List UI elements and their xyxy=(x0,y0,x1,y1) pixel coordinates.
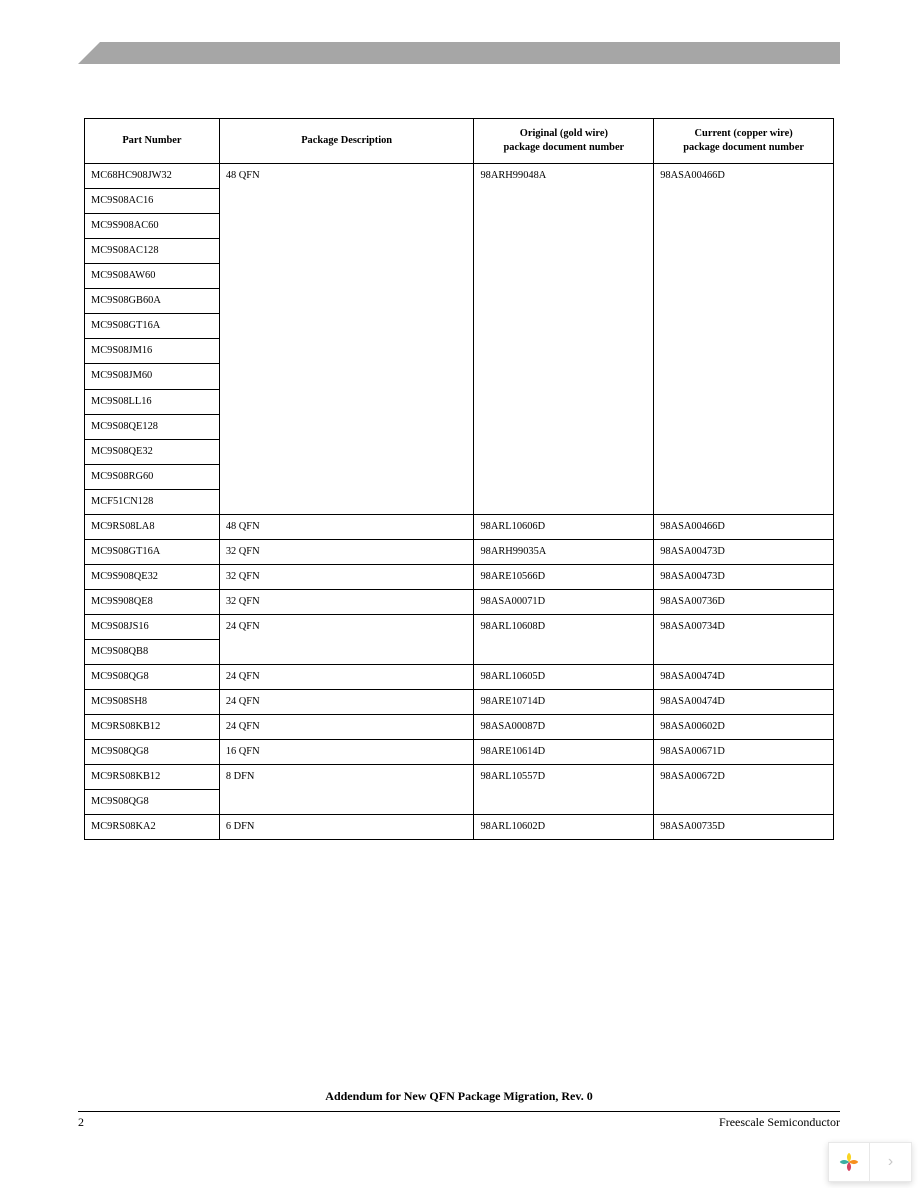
cell-part-number: MC9S08AW60 xyxy=(85,264,220,289)
cell-part-number: MC9S08SH8 xyxy=(85,690,220,715)
table-body: MC68HC908JW3248 QFN98ARH99048A98ASA00466… xyxy=(85,164,834,840)
cell-original-doc: 98ARL10606D xyxy=(474,514,654,539)
column-header: Original (gold wire)package document num… xyxy=(474,119,654,164)
table-header-row: Part NumberPackage DescriptionOriginal (… xyxy=(85,119,834,164)
cell-package-description: 48 QFN xyxy=(219,514,474,539)
cell-original-doc: 98ARE10614D xyxy=(474,740,654,765)
footer-company: Freescale Semiconductor xyxy=(719,1115,840,1130)
cell-part-number: MC9S908QE32 xyxy=(85,564,220,589)
table-row: MC9RS08KB1224 QFN98ASA00087D98ASA00602D xyxy=(85,715,834,740)
viewer-next-button[interactable]: › xyxy=(870,1142,912,1182)
cell-original-doc: 98ARE10714D xyxy=(474,690,654,715)
package-table-wrap: Part NumberPackage DescriptionOriginal (… xyxy=(84,118,834,840)
cell-current-doc: 98ASA00466D xyxy=(654,514,834,539)
cell-original-doc: 98ARL10608D xyxy=(474,614,654,664)
column-header: Part Number xyxy=(85,119,220,164)
cell-part-number: MC9RS08KB12 xyxy=(85,765,220,790)
cell-part-number: MC9S08QG8 xyxy=(85,740,220,765)
table-header: Part NumberPackage DescriptionOriginal (… xyxy=(85,119,834,164)
table-row: MC9RS08KA26 DFN98ARL10602D98ASA00735D xyxy=(85,815,834,840)
cell-original-doc: 98ARL10602D xyxy=(474,815,654,840)
cell-current-doc: 98ASA00474D xyxy=(654,665,834,690)
cell-package-description: 32 QFN xyxy=(219,539,474,564)
footer-page-number: 2 xyxy=(78,1115,84,1130)
cell-part-number: MC9S08GT16A xyxy=(85,539,220,564)
cell-part-number: MC9S08QE32 xyxy=(85,439,220,464)
cell-part-number: MC9S08GB60A xyxy=(85,289,220,314)
table-row: MC9S908QE832 QFN98ASA00071D98ASA00736D xyxy=(85,589,834,614)
cell-original-doc: 98ARE10566D xyxy=(474,564,654,589)
table-row: MC9RS08LA848 QFN98ARL10606D98ASA00466D xyxy=(85,514,834,539)
cell-part-number: MC9S08AC16 xyxy=(85,189,220,214)
cell-package-description: 24 QFN xyxy=(219,715,474,740)
header-bar-region xyxy=(0,42,918,70)
table-row: MC9RS08KB128 DFN98ARL10557D98ASA00672D xyxy=(85,765,834,790)
cell-part-number: MC9S08JM16 xyxy=(85,339,220,364)
cell-part-number: MCF51CN128 xyxy=(85,489,220,514)
cell-part-number: MC9RS08KB12 xyxy=(85,715,220,740)
table-row: MC9S08GT16A32 QFN98ARH99035A98ASA00473D xyxy=(85,539,834,564)
cell-current-doc: 98ASA00671D xyxy=(654,740,834,765)
viewer-overlay: › xyxy=(828,1142,912,1182)
column-header: Current (copper wire)package document nu… xyxy=(654,119,834,164)
cell-original-doc: 98ASA00087D xyxy=(474,715,654,740)
cell-original-doc: 98ARL10605D xyxy=(474,665,654,690)
table-row: MC9S08SH824 QFN98ARE10714D98ASA00474D xyxy=(85,690,834,715)
cell-part-number: MC9S908QE8 xyxy=(85,589,220,614)
cell-package-description: 32 QFN xyxy=(219,564,474,589)
table-row: MC9S908QE3232 QFN98ARE10566D98ASA00473D xyxy=(85,564,834,589)
cell-original-doc: 98ARL10557D xyxy=(474,765,654,815)
cell-original-doc: 98ARH99035A xyxy=(474,539,654,564)
cell-package-description: 24 QFN xyxy=(219,665,474,690)
cell-current-doc: 98ASA00736D xyxy=(654,589,834,614)
cell-part-number: MC9S08QG8 xyxy=(85,790,220,815)
footer-rule xyxy=(78,1111,840,1112)
cell-part-number: MC9RS08KA2 xyxy=(85,815,220,840)
cell-current-doc: 98ASA00735D xyxy=(654,815,834,840)
cell-original-doc: 98ASA00071D xyxy=(474,589,654,614)
document-page: Part NumberPackage DescriptionOriginal (… xyxy=(0,0,918,1188)
cell-part-number: MC9S08LL16 xyxy=(85,389,220,414)
cell-current-doc: 98ASA00672D xyxy=(654,765,834,815)
cell-part-number: MC9S08JM60 xyxy=(85,364,220,389)
header-bar-notch xyxy=(78,42,100,64)
cell-package-description: 24 QFN xyxy=(219,614,474,664)
table-row: MC9S08QG816 QFN98ARE10614D98ASA00671D xyxy=(85,740,834,765)
footer-doc-title: Addendum for New QFN Package Migration, … xyxy=(0,1089,918,1104)
cell-part-number: MC9S08QB8 xyxy=(85,639,220,664)
table-row: MC9S08QG824 QFN98ARL10605D98ASA00474D xyxy=(85,665,834,690)
package-migration-table: Part NumberPackage DescriptionOriginal (… xyxy=(84,118,834,840)
cell-current-doc: 98ASA00602D xyxy=(654,715,834,740)
column-header: Package Description xyxy=(219,119,474,164)
cell-part-number: MC9S08QG8 xyxy=(85,665,220,690)
cell-part-number: MC9RS08LA8 xyxy=(85,514,220,539)
viewer-logo-button[interactable] xyxy=(828,1142,870,1182)
cell-part-number: MC9S908AC60 xyxy=(85,214,220,239)
cell-package-description: 8 DFN xyxy=(219,765,474,815)
cell-package-description: 6 DFN xyxy=(219,815,474,840)
cell-part-number: MC9S08RG60 xyxy=(85,464,220,489)
cell-part-number: MC9S08GT16A xyxy=(85,314,220,339)
table-row: MC68HC908JW3248 QFN98ARH99048A98ASA00466… xyxy=(85,164,834,189)
chevron-right-icon: › xyxy=(888,1153,893,1171)
cell-current-doc: 98ASA00474D xyxy=(654,690,834,715)
cell-package-description: 16 QFN xyxy=(219,740,474,765)
header-bar xyxy=(78,42,840,64)
cell-current-doc: 98ASA00473D xyxy=(654,539,834,564)
cell-package-description: 48 QFN xyxy=(219,164,474,515)
table-row: MC9S08JS1624 QFN98ARL10608D98ASA00734D xyxy=(85,614,834,639)
cell-current-doc: 98ASA00466D xyxy=(654,164,834,515)
cell-part-number: MC68HC908JW32 xyxy=(85,164,220,189)
cell-current-doc: 98ASA00734D xyxy=(654,614,834,664)
cell-original-doc: 98ARH99048A xyxy=(474,164,654,515)
cell-package-description: 24 QFN xyxy=(219,690,474,715)
pinwheel-icon xyxy=(838,1151,860,1173)
cell-current-doc: 98ASA00473D xyxy=(654,564,834,589)
cell-part-number: MC9S08JS16 xyxy=(85,614,220,639)
cell-part-number: MC9S08QE128 xyxy=(85,414,220,439)
cell-part-number: MC9S08AC128 xyxy=(85,239,220,264)
cell-package-description: 32 QFN xyxy=(219,589,474,614)
